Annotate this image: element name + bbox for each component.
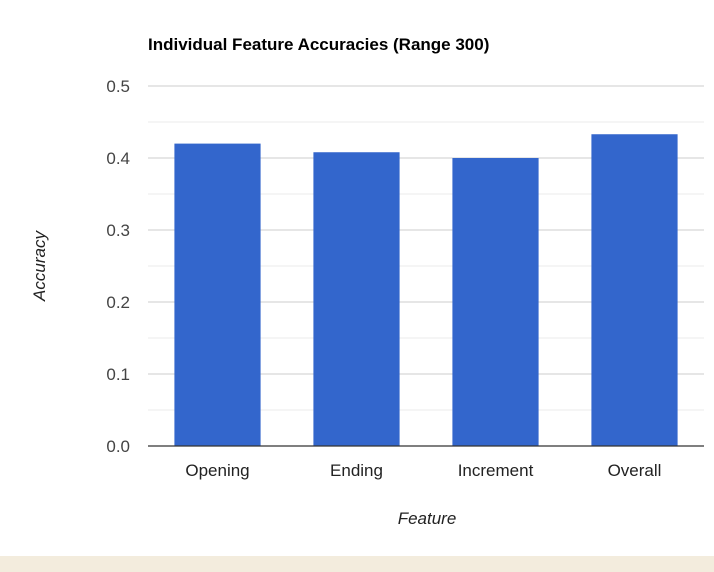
y-tick-label: 0.5 <box>106 77 130 96</box>
bar-opening <box>174 143 261 446</box>
x-axis-ticks: Opening Ending Increment Overall <box>185 461 661 480</box>
y-tick-label: 0.1 <box>106 365 130 384</box>
y-tick-label: 0.3 <box>106 221 130 240</box>
y-tick-label: 0.2 <box>106 293 130 312</box>
bar-overall <box>591 134 678 447</box>
x-tick-label: Ending <box>330 461 383 480</box>
page-footer-band <box>0 556 714 572</box>
x-tick-label: Opening <box>185 461 249 480</box>
y-tick-label: 0.0 <box>106 437 130 456</box>
x-axis-label: Feature <box>398 509 457 528</box>
bars <box>174 134 678 447</box>
x-tick-label: Overall <box>608 461 662 480</box>
x-tick-label: Increment <box>458 461 534 480</box>
chart-container: Individual Feature Accuracies (Range 300… <box>30 35 704 528</box>
bar-ending <box>313 152 400 447</box>
y-tick-label: 0.4 <box>106 149 130 168</box>
bar-increment <box>452 158 539 446</box>
y-axis-ticks: 0.0 0.1 0.2 0.3 0.4 0.5 <box>106 77 130 456</box>
chart-title: Individual Feature Accuracies (Range 300… <box>148 35 489 54</box>
bar-chart: Individual Feature Accuracies (Range 300… <box>30 35 704 528</box>
y-axis-label: Accuracy <box>30 230 49 302</box>
